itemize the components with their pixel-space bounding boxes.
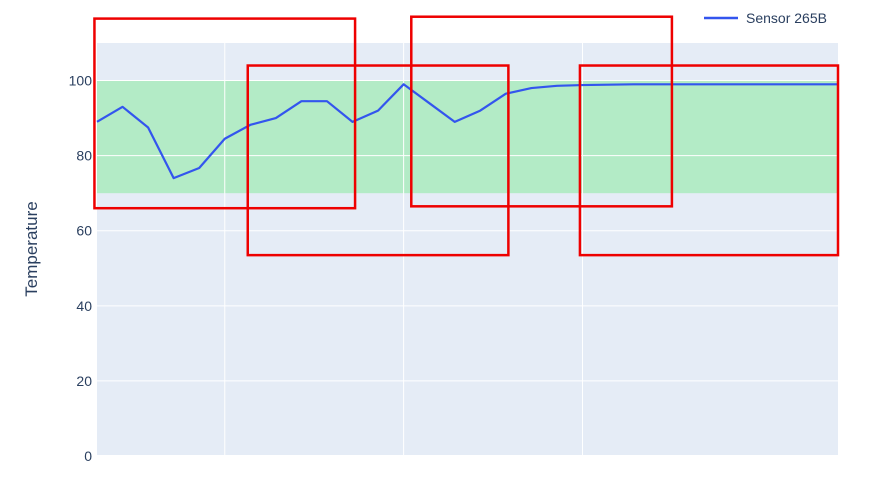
y-tick-label: 60	[76, 223, 92, 239]
grid-lines	[97, 43, 838, 457]
highlight-box-1	[93, 17, 357, 210]
normal-range-band	[97, 80, 838, 194]
y-tick-label: 0	[84, 448, 92, 464]
legend-label-sensor: Sensor 265B	[746, 10, 827, 26]
y-tick-label: 20	[76, 373, 92, 389]
highlight-box-4	[578, 64, 840, 257]
series-layer	[96, 83, 839, 180]
highlight-box-3	[410, 15, 674, 208]
y-tick-label: 100	[69, 73, 93, 89]
highlight-box-2	[246, 64, 510, 257]
legend[interactable]: Sensor 265B	[704, 10, 827, 26]
y-axis-title: Temperature	[22, 201, 41, 296]
y-axis-ticks: 0 20 40 60 80 100	[69, 73, 93, 464]
y-tick-label: 40	[76, 298, 92, 314]
highlight-boxes	[93, 15, 840, 257]
series-line-0	[96, 83, 838, 180]
y-tick-label: 80	[76, 148, 92, 164]
